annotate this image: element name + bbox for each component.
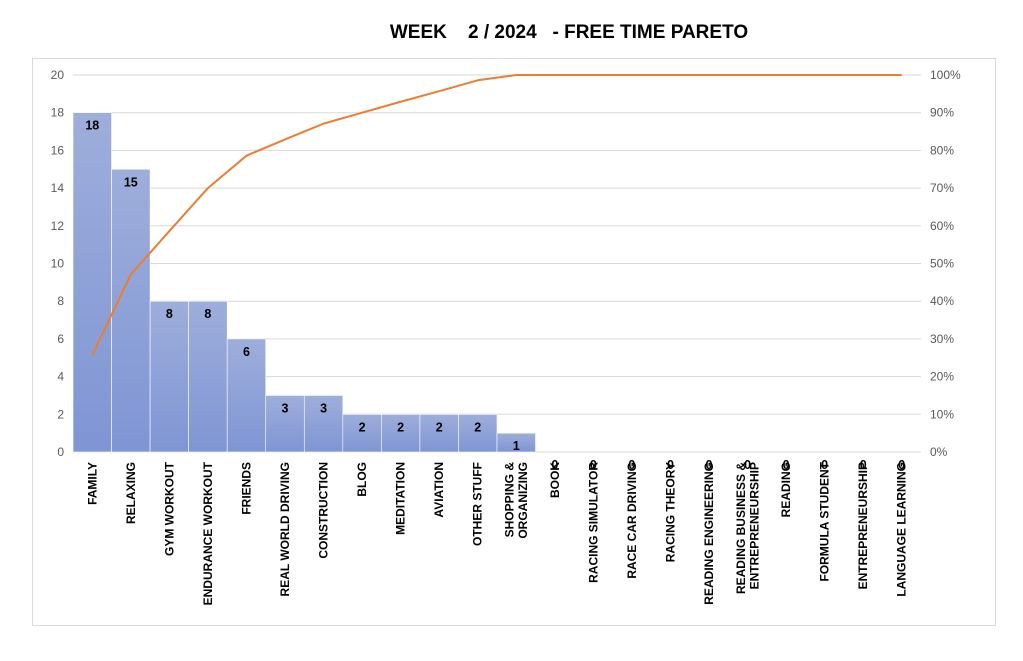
bar [149, 300, 189, 453]
bar-value-label: 0 [706, 458, 713, 472]
category-label: RACING THEORY [663, 462, 677, 562]
bar-value-label: 18 [85, 119, 99, 133]
bar [72, 112, 112, 453]
bar [496, 432, 536, 453]
y-right-tick-label: 30% [930, 332, 954, 346]
category-label: FAMILY [85, 462, 99, 505]
bar-value-label: 0 [860, 458, 867, 472]
y-right-tick-label: 0% [930, 445, 948, 459]
bar [226, 338, 267, 453]
axes: 024681012141618200%10%20%30%40%50%60%70%… [51, 68, 961, 605]
bar [303, 395, 344, 453]
y-left-tick-label: 2 [57, 407, 64, 421]
bar-value-label: 8 [204, 307, 211, 321]
category-label: OTHER STUFF [471, 462, 485, 546]
category-label: GYM WORKOUT [162, 461, 176, 556]
y-left-tick-label: 12 [51, 219, 65, 233]
y-left-tick-label: 0 [57, 445, 64, 459]
bar-value-label: 0 [667, 458, 674, 472]
category-label: AVIATION [432, 462, 446, 518]
y-right-tick-label: 50% [930, 257, 954, 271]
bar-value-label: 8 [166, 307, 173, 321]
y-left-tick-label: 14 [51, 181, 65, 195]
bar [111, 168, 151, 453]
chart-title: WEEK 2 / 2024 - FREE TIME PARETO [389, 22, 749, 43]
bar [342, 413, 382, 453]
y-right-tick-label: 40% [930, 294, 954, 308]
category-label: MEDITATION [394, 462, 408, 535]
bar-value-label: 0 [628, 458, 635, 472]
category-label: LANGUAGE LEARNING [895, 462, 909, 597]
category-label: READING BUSINESS &ENTREPRENEURSHIP [734, 462, 762, 594]
bars [72, 112, 536, 453]
y-right-tick-label: 90% [930, 106, 954, 120]
category-label: CONSTRUCTION [317, 462, 331, 559]
y-left-tick-label: 10 [51, 257, 65, 271]
y-left-tick-label: 4 [57, 370, 64, 384]
data-labels: 18 15 8 8 6 3 3 2 2 2 2 1 0 0 0 0 0 0 0 0 0 0 [85, 119, 905, 472]
bar-value-label: 3 [320, 401, 327, 415]
category-label: REAL WORLD DRIVING [278, 462, 292, 596]
bar-value-label: 0 [783, 458, 790, 472]
bar-value-label: 2 [436, 420, 443, 434]
bar-value-label: 2 [397, 420, 404, 434]
y-right-tick-label: 10% [930, 407, 954, 421]
bar-value-label: 2 [359, 420, 366, 434]
cumulative-line [91, 74, 902, 356]
category-label: SHOPPING &ORGANIZING [503, 462, 531, 539]
category-label: BLOG [355, 462, 369, 497]
bar [458, 413, 498, 453]
category-label: RELAXING [124, 462, 138, 524]
category-label: RACING SIMULATOR [586, 462, 600, 583]
y-left-tick-label: 20 [51, 68, 65, 82]
category-label: READING ENGINEERING [702, 462, 716, 605]
y-right-tick-label: 100% [930, 68, 961, 82]
bar [265, 395, 305, 453]
y-right-tick-label: 20% [930, 370, 954, 384]
cumulative-percent-line [91, 74, 902, 356]
bar-value-label: 6 [243, 345, 250, 359]
bar [381, 413, 421, 453]
bar-value-label: 1 [513, 439, 520, 453]
category-label: ENTREPRENEURSHIP [856, 462, 870, 589]
category-label: RACE CAR DRIVING [625, 462, 639, 579]
bar-value-label: 3 [282, 401, 289, 415]
bar-value-label: 0 [744, 458, 751, 472]
y-left-tick-label: 8 [57, 294, 64, 308]
category-label: BOOK [548, 462, 562, 498]
bar-value-label: 0 [821, 458, 828, 472]
y-right-tick-label: 60% [930, 219, 954, 233]
category-label: READING [779, 462, 793, 517]
bar-value-label: 0 [551, 458, 558, 472]
chart-frame [32, 58, 996, 626]
bar-value-label: 0 [590, 458, 597, 472]
y-left-tick-label: 6 [57, 332, 64, 346]
bar [188, 300, 228, 453]
bar-value-label: 2 [474, 420, 481, 434]
y-right-tick-label: 80% [930, 143, 954, 157]
bar-value-label: 15 [124, 175, 138, 189]
y-right-tick-label: 70% [930, 181, 954, 195]
bar-value-label: 0 [898, 458, 905, 472]
y-left-tick-label: 18 [51, 106, 65, 120]
category-label: ENDURANCE WORKOUT [201, 461, 215, 605]
category-label: FORMULA STUDENT [818, 461, 832, 581]
category-label: FRIENDS [239, 462, 253, 515]
y-left-tick-label: 16 [51, 143, 65, 157]
